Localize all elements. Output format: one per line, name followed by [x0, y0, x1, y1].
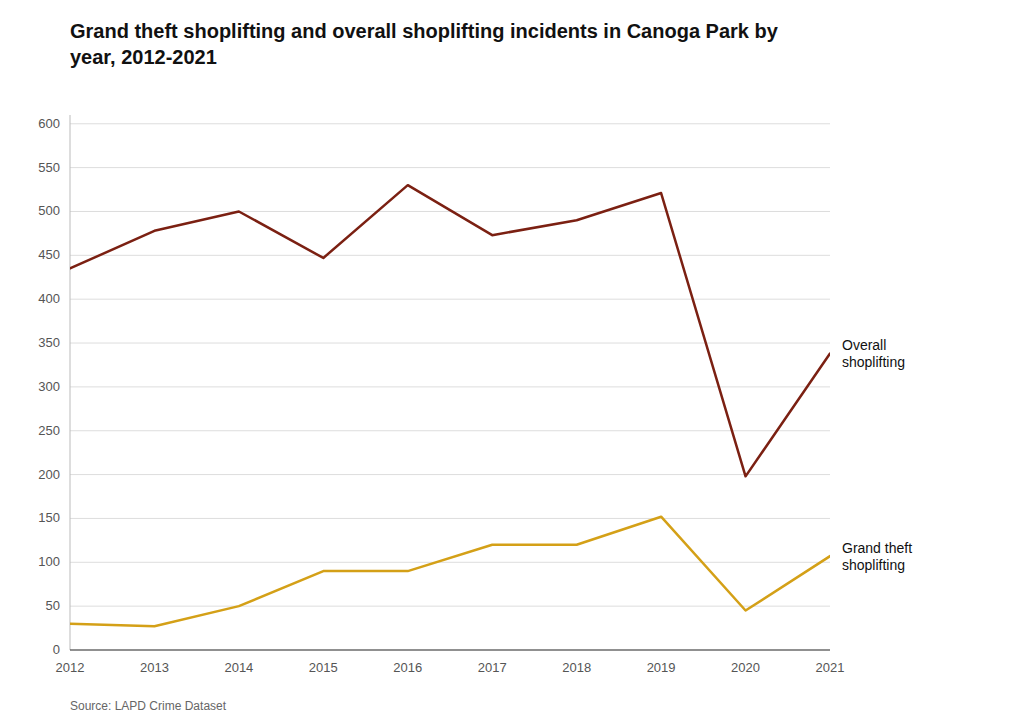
y-axis-line [70, 115, 71, 650]
y-tick-label: 400 [38, 291, 60, 306]
x-tick-label: 2016 [393, 660, 422, 675]
grid-line [70, 123, 830, 124]
chart-svg: Grand theft shoplifting and overall shop… [0, 0, 1024, 726]
grid-line [70, 386, 830, 387]
series-label: Grand theftshoplifting [842, 540, 912, 573]
x-tick-label: 2020 [731, 660, 760, 675]
x-tick-label: 2015 [309, 660, 338, 675]
grid-line [70, 299, 830, 300]
title: Grand theft shoplifting and overall shop… [70, 20, 779, 68]
grid-line [70, 562, 830, 563]
grid-line [70, 474, 830, 475]
page: {"chart_data": { "type": "line", "title"… [0, 0, 1024, 726]
y-tick-label: 250 [38, 423, 60, 438]
text-line: shoplifting [842, 354, 905, 370]
source: Source: LAPD Crime Dataset [70, 699, 227, 713]
text-line: Grand theft shoplifting and overall shop… [70, 20, 779, 42]
series-line [70, 185, 830, 476]
y-tick-label: 550 [38, 160, 60, 175]
y-tick-label: 200 [38, 467, 60, 482]
text-line: shoplifting [842, 557, 905, 573]
x-tick-label: 2018 [562, 660, 591, 675]
y-tick-label: 100 [38, 554, 60, 569]
y-tick-label: 500 [38, 203, 60, 218]
grid-line [70, 343, 830, 344]
text-line: year, 2012-2021 [70, 46, 217, 68]
x-axis-line [70, 649, 830, 650]
grid-line [70, 255, 830, 256]
y-tick-label: 300 [38, 379, 60, 394]
x-tick-label: 2019 [647, 660, 676, 675]
grid-line [70, 430, 830, 431]
y-tick-label: 450 [38, 247, 60, 262]
y-tick-label: 0 [53, 642, 60, 657]
grid-line [70, 606, 830, 607]
y-tick-label: 50 [46, 598, 60, 613]
text-line: Grand theft [842, 540, 912, 556]
grid-line [70, 167, 830, 168]
x-tick-label: 2021 [816, 660, 845, 675]
x-tick-label: 2017 [478, 660, 507, 675]
series-label: Overallshoplifting [842, 337, 905, 370]
y-tick-label: 600 [38, 116, 60, 131]
x-tick-label: 2012 [56, 660, 85, 675]
chart-container: Grand theft shoplifting and overall shop… [0, 0, 1024, 726]
y-grid [70, 124, 830, 650]
y-tick-label: 350 [38, 335, 60, 350]
series-line [70, 517, 830, 627]
lines [70, 185, 830, 626]
text-line: Overall [842, 337, 886, 353]
grid-line [70, 650, 830, 651]
y-tick-label: 150 [38, 510, 60, 525]
x-tick-label: 2013 [140, 660, 169, 675]
grid-line [70, 518, 830, 519]
x-tick-label: 2014 [224, 660, 253, 675]
